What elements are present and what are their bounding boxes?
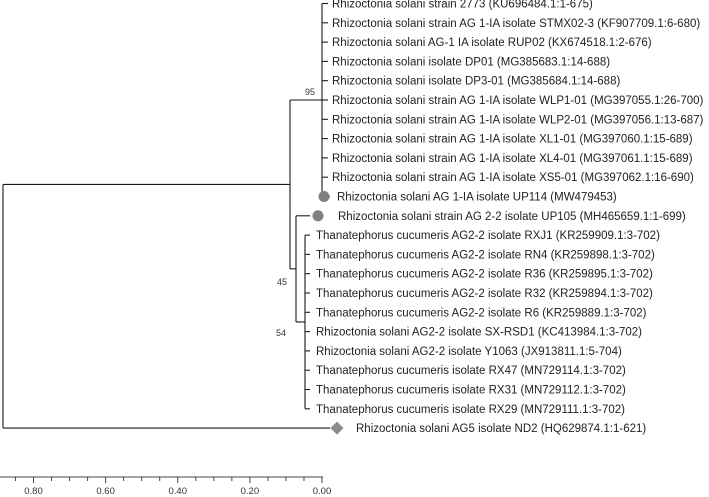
circle-marker <box>312 210 324 222</box>
taxon-label: Rhizoctonia solani AG5 isolate ND2 (HQ62… <box>356 423 646 435</box>
taxon-label: Rhizoctonia solani AG2-2 isolate SX-RSD1… <box>316 327 642 339</box>
taxon-label: Thanatephorus cucumeris AG2-2 isolate R6… <box>316 307 647 319</box>
taxon-label: Thanatephorus cucumeris isolate RX29 (MN… <box>316 404 625 416</box>
bootstrap-values: 95 45 54 <box>276 87 315 338</box>
taxon-label: Rhizoctonia solani isolate DP3-01 (MG385… <box>332 76 620 88</box>
axis-tick-label: 0.40 <box>169 486 188 497</box>
taxon-label: Rhizoctonia solani strain AG 1-IA isolat… <box>332 95 704 107</box>
taxon-label: Rhizoctonia solani isolate DP01 (MG38568… <box>332 56 610 68</box>
bootstrap-ag2-clade: 45 <box>277 277 287 287</box>
taxon-label: Rhizoctonia solani strain 2773 (KU696484… <box>332 0 593 11</box>
taxon-label: Rhizoctonia solani strain AG 2-2 isolate… <box>338 211 686 223</box>
taxon-label: Thanatephorus cucumeris AG2-2 isolate RN… <box>316 249 655 261</box>
taxon-label: Rhizoctonia solani strain AG 1-IA isolat… <box>332 153 693 165</box>
taxon-label: Thanatephorus cucumeris AG2-2 isolate R3… <box>316 288 653 300</box>
axis-tick-label: 0.80 <box>24 486 43 497</box>
bootstrap-ag2-subclade: 54 <box>276 328 286 338</box>
taxon-label: Rhizoctonia solani strain AG 1-IA isolat… <box>332 134 693 146</box>
taxon-label: Thanatephorus cucumeris isolate RX31 (MN… <box>316 385 626 397</box>
tree-branches <box>2 2 330 429</box>
taxon-label: Rhizoctonia solani strain AG 1-IA isolat… <box>332 114 704 126</box>
axis-tick-label: 0.60 <box>96 486 115 497</box>
taxon-label: Thanatephorus cucumeris AG2-2 isolate R3… <box>316 269 653 281</box>
taxon-labels: Rhizoctonia solani strain 2773 (KU696484… <box>316 0 704 435</box>
distance-scale-axis: 0.80 0.60 0.40 0.20 0.00 <box>0 476 332 497</box>
taxon-markers <box>312 191 344 435</box>
taxon-label: Rhizoctonia solani strain AG 1-IA isolat… <box>332 172 694 184</box>
taxon-label: Rhizoctonia solani AG-1 IA isolate RUP02… <box>332 37 652 49</box>
taxon-label: Thanatephorus cucumeris isolate RX47 (MN… <box>316 365 626 377</box>
taxon-label: Thanatephorus cucumeris AG2-2 isolate RX… <box>316 230 660 242</box>
taxon-label: Rhizoctonia solani strain AG 1-IA isolat… <box>332 18 700 30</box>
taxon-label: Rhizoctonia solani AG 1-IA isolate UP114… <box>337 192 617 204</box>
circle-marker <box>318 191 330 202</box>
diamond-marker <box>330 421 344 435</box>
axis-tick-label: 0.00 <box>313 486 332 497</box>
bootstrap-ag1-clade: 95 <box>305 87 315 97</box>
taxon-label: Rhizoctonia solani AG2-2 isolate Y1063 (… <box>316 346 622 358</box>
axis-tick-label: 0.20 <box>241 486 260 497</box>
